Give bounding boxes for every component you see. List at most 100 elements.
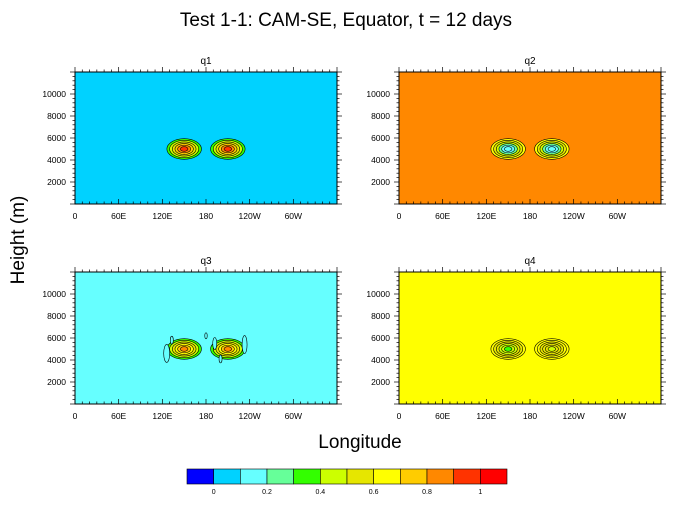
colorbar-swatch (453, 468, 481, 485)
feature-1 (490, 138, 526, 160)
x-tick-label: 120E (152, 411, 172, 421)
y-tick-label: 8000 (47, 111, 66, 121)
field-background (75, 72, 337, 204)
x-tick-label: 0 (397, 411, 402, 421)
y-tick-label: 6000 (371, 333, 390, 343)
contour-ring (504, 146, 513, 152)
x-tick-label: 0 (397, 211, 402, 221)
x-tick-label: 60E (111, 411, 126, 421)
x-tick-label: 0 (73, 211, 78, 221)
colorbar-swatch (346, 468, 374, 485)
x-tick-label: 120W (239, 211, 261, 221)
x-tick-label: 120E (476, 411, 496, 421)
colorbar-swatch (320, 468, 348, 485)
panel-title: q4 (524, 256, 536, 267)
contour-ring (223, 146, 232, 152)
feature-2 (210, 138, 246, 160)
panel-title: q2 (524, 56, 536, 67)
colorbar-swatch (293, 468, 321, 485)
contour-ring (180, 346, 189, 352)
contour-ring (547, 346, 556, 352)
colorbar-swatch (426, 468, 454, 485)
x-tick-label: 120W (563, 211, 585, 221)
features (490, 138, 570, 160)
y-tick-label: 2000 (371, 377, 390, 387)
y-tick-label: 6000 (47, 133, 66, 143)
contour-ring (223, 346, 232, 352)
x-tick-label: 60W (609, 411, 626, 421)
colorbar-swatch (186, 468, 214, 485)
x-tick-label: 180 (199, 211, 213, 221)
feature-1 (166, 338, 202, 360)
feature-1 (490, 338, 526, 360)
y-tick-label: 8000 (371, 111, 390, 121)
y-tick-label: 10000 (42, 289, 66, 299)
contour-ring (504, 346, 513, 352)
features (490, 338, 570, 360)
x-tick-label: 180 (523, 211, 537, 221)
colorbar-label: 0.2 (262, 489, 272, 496)
y-tick-label: 10000 (366, 89, 390, 99)
colorbar-swatch (400, 468, 428, 485)
y-tick-label: 4000 (47, 155, 66, 165)
colorbar-swatch (373, 468, 401, 485)
undershoot-patch (241, 335, 248, 354)
undershoot-patch (204, 332, 208, 340)
x-tick-label: 120E (476, 211, 496, 221)
colorbar-swatch (266, 468, 294, 485)
x-tick-label: 60W (285, 411, 302, 421)
x-axis-label: Longitude (318, 432, 401, 453)
x-tick-label: 60E (111, 211, 126, 221)
contour-ring (180, 146, 189, 152)
panel-q3: 0 60E 120E 180 120W 60W 2000 4000 6000 8000 10000 q… (42, 256, 342, 421)
x-tick-label: 60E (435, 411, 450, 421)
x-tick-label: 180 (199, 411, 213, 421)
undershoot-patch (163, 344, 170, 363)
x-tick-label: 120E (152, 211, 172, 221)
y-tick-label: 2000 (47, 377, 66, 387)
y-tick-label: 6000 (47, 333, 66, 343)
x-tick-label: 120W (563, 411, 585, 421)
x-tick-label: 120W (239, 411, 261, 421)
y-tick-label: 10000 (42, 89, 66, 99)
contour-ring (547, 146, 556, 152)
feature-2 (210, 338, 246, 360)
colorbar-label: 0.4 (315, 489, 325, 496)
panel-q4: 0 60E 120E 180 120W 60W 2000 4000 6000 8000 10000 q… (366, 256, 666, 421)
undershoot-patch (212, 337, 218, 350)
y-tick-label: 6000 (371, 133, 390, 143)
y-tick-label: 4000 (371, 355, 390, 365)
colorbar-label: 0.6 (369, 489, 379, 496)
undershoot-patch (169, 335, 174, 345)
panel-title: q1 (200, 56, 212, 67)
features (163, 332, 248, 364)
panel-q1: 0 60E 120E 180 120W 60W 2000 4000 6000 8000 10000 q… (42, 56, 342, 221)
panel-title: q3 (200, 256, 212, 267)
x-tick-label: 60W (285, 211, 302, 221)
x-tick-label: 60W (609, 211, 626, 221)
colorbar-label: 0.8 (422, 489, 432, 496)
colorbar: 0 0.2 0.4 0.6 0.8 1 (186, 468, 508, 496)
features (166, 138, 246, 160)
y-tick-label: 2000 (371, 177, 390, 187)
y-tick-label: 4000 (47, 355, 66, 365)
colorbar-label: 0 (212, 489, 216, 496)
figure-title: Test 1-1: CAM-SE, Equator, t = 12 days (180, 10, 512, 31)
colorbar-swatch (213, 468, 241, 485)
y-tick-label: 8000 (47, 311, 66, 321)
colorbar-swatch (240, 468, 268, 485)
x-tick-label: 60E (435, 211, 450, 221)
y-axis-label: Height (m) (8, 196, 29, 285)
feature-2 (534, 338, 570, 360)
field-background (399, 72, 661, 204)
colorbar-swatch (480, 468, 508, 485)
y-tick-label: 2000 (47, 177, 66, 187)
colorbar-label: 1 (478, 489, 482, 496)
y-tick-label: 10000 (366, 289, 390, 299)
y-tick-label: 8000 (371, 311, 390, 321)
field-background (399, 272, 661, 404)
panels: 0 60E 120E 180 120W 60W 2000 4000 6000 8000 10000 q… (42, 56, 666, 421)
undershoot-patch (218, 354, 223, 364)
feature-1 (166, 138, 202, 160)
